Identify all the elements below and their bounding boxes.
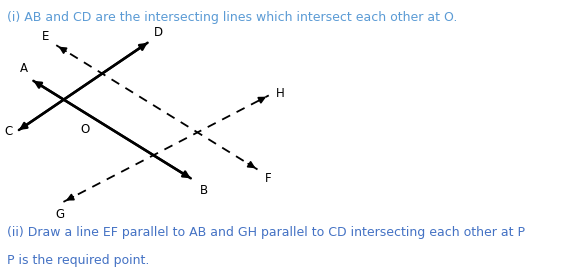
Text: D: D: [153, 26, 163, 39]
Text: C: C: [5, 125, 13, 138]
Text: F: F: [265, 172, 272, 185]
Text: H: H: [276, 87, 285, 100]
Text: B: B: [200, 184, 209, 197]
Text: E: E: [42, 30, 49, 43]
Text: P is the required point.: P is the required point.: [7, 254, 149, 267]
Text: O: O: [80, 123, 89, 136]
Text: G: G: [55, 208, 64, 221]
Text: (i) AB and CD are the intersecting lines which intersect each other at O.: (i) AB and CD are the intersecting lines…: [7, 11, 457, 24]
Text: A: A: [19, 62, 27, 75]
Text: (ii) Draw a line EF parallel to AB and GH parallel to CD intersecting each other: (ii) Draw a line EF parallel to AB and G…: [7, 226, 525, 239]
